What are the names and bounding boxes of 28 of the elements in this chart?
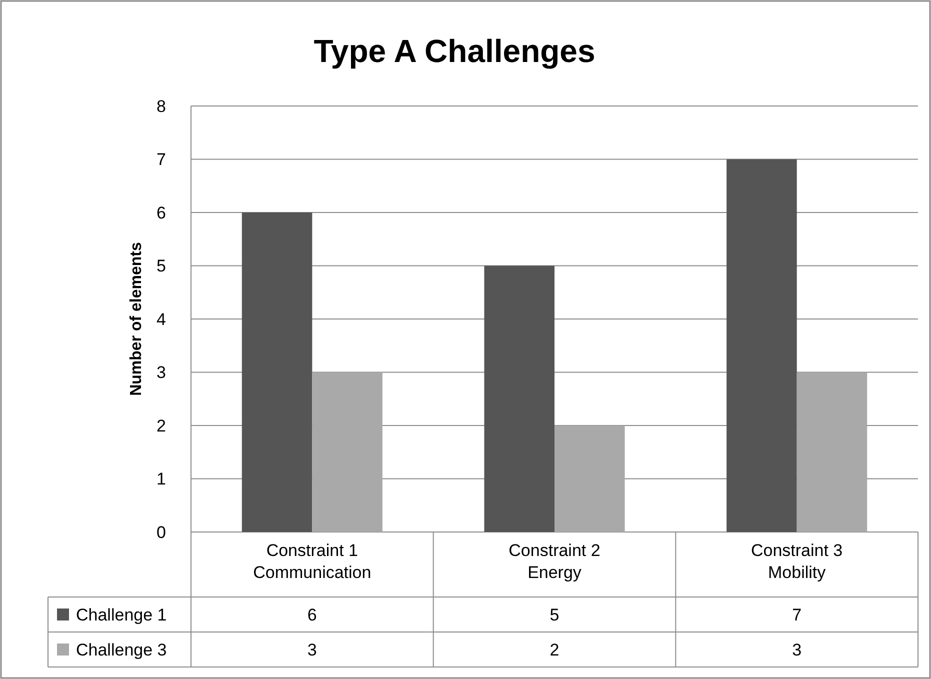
bar <box>796 372 868 532</box>
y-tick-label: 7 <box>156 150 166 170</box>
bar <box>312 372 382 532</box>
x-tick-label: Constraint 3 Mobility <box>750 541 843 582</box>
y-tick-label: 3 <box>156 363 166 382</box>
bar <box>726 159 797 532</box>
y-tick-label: 0 <box>156 522 166 542</box>
y-tick-label: 8 <box>156 96 166 116</box>
x-tick-label: Constraint 1 Communication <box>253 541 372 582</box>
bar <box>242 212 312 532</box>
y-tick-label: 5 <box>156 256 166 276</box>
data-label: 7 <box>792 605 802 624</box>
x-tick-label: Constraint 2 Energy <box>508 541 600 582</box>
y-tick-label: 1 <box>156 470 166 489</box>
bar <box>484 266 554 532</box>
y-tick-label: 2 <box>156 416 166 436</box>
y-tick-label: 4 <box>156 310 166 329</box>
data-label: 5 <box>550 605 560 624</box>
bar <box>554 426 625 532</box>
legend-label: Challenge 3 <box>76 640 167 660</box>
y-tick-label: 6 <box>156 203 166 222</box>
data-label: 2 <box>550 640 560 660</box>
y-axis-title: Number of elements <box>128 242 145 396</box>
chart-title: Type A Challenges <box>314 33 596 69</box>
data-label: 3 <box>307 640 317 660</box>
data-label: 3 <box>792 640 802 660</box>
data-label: 6 <box>307 605 317 624</box>
legend-label: Challenge 1 <box>76 605 167 624</box>
